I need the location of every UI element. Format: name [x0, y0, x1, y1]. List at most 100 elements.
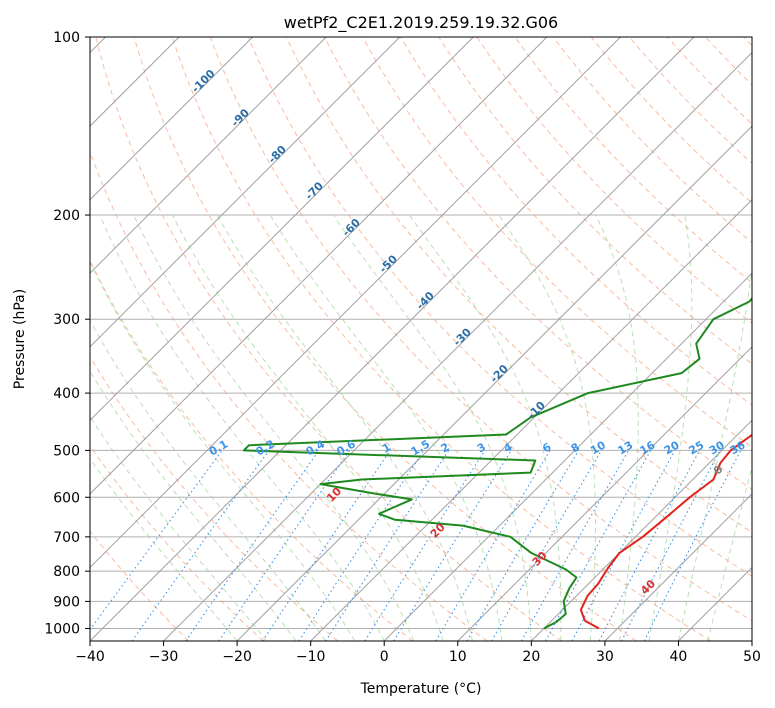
isotherm-line — [310, 198, 752, 641]
moist-adiabat — [498, 214, 596, 641]
chart-title: wetPf2_C2E1.2019.259.19.32.G06 — [284, 13, 558, 33]
mixing-ratio-line — [185, 450, 320, 641]
moist-adiabat — [216, 214, 473, 641]
isotherm-line — [236, 125, 752, 641]
isotherm-line — [383, 272, 752, 641]
mixing-ratio-line — [491, 450, 602, 641]
x-tick-label: 10 — [449, 649, 467, 665]
mixing-ratio-line — [90, 450, 223, 631]
isotherm-label: -30 — [451, 325, 474, 348]
mixing-ratio-label: 0.4 — [304, 437, 328, 458]
dry-adiabat — [285, 37, 752, 533]
dry-adiabat — [209, 37, 752, 622]
dry-adiabat — [514, 37, 752, 284]
isotherm-line — [90, 37, 327, 274]
mixing-ratio-line — [393, 450, 512, 641]
mixing-ratio-label: 16 — [638, 438, 658, 457]
grid-lines — [90, 37, 752, 641]
isotherm-line — [90, 37, 695, 641]
isotherm-line — [90, 37, 621, 569]
x-tick-label: 20 — [522, 649, 540, 665]
dry-adiabat — [324, 37, 752, 490]
y-tick-label: 500 — [53, 443, 80, 459]
x-tick-label: −10 — [296, 649, 326, 665]
mixing-ratio-label: 1 — [380, 440, 393, 455]
mixing-ratio-line — [435, 450, 551, 641]
moist-adiabat — [408, 214, 562, 641]
x-tick-label: −40 — [75, 649, 105, 665]
moist-adiabat — [90, 415, 267, 641]
isotherm-line — [604, 493, 752, 641]
moist-adiabat — [133, 214, 415, 641]
plot-frame — [89, 36, 753, 642]
temperature-line — [579, 433, 752, 630]
moist-adiabat — [677, 264, 752, 641]
moist-adiabat — [90, 370, 297, 641]
x-tick-label: 50 — [743, 649, 761, 665]
dry-adiabat — [95, 37, 562, 641]
isotherm-label: -90 — [229, 106, 252, 129]
plot-area: 0.1 0.2 0.4 0.6 1 1.5 2 3 4 6 8 10 13 16 20 25 30 36-100-… — [90, 37, 752, 641]
moist-adiabat — [707, 465, 752, 641]
axes: −40 −30 −20 −10 0 10 20 30 40 5010020030040050060… — [44, 30, 761, 665]
isotherm-line — [751, 640, 752, 641]
dry-adiabat — [90, 444, 264, 641]
y-tick-label: 200 — [53, 208, 80, 224]
isotherm-line — [457, 346, 752, 641]
y-tick-label: 400 — [53, 386, 80, 402]
moist-adiabat — [90, 457, 238, 641]
isotherm-line — [163, 51, 752, 641]
dry-adiabat — [590, 37, 752, 204]
isotherm-label: -40 — [414, 289, 437, 312]
y-tick-label: 800 — [53, 564, 80, 580]
isotherm-label: -60 — [340, 216, 363, 239]
mixing-ratio-line — [325, 450, 450, 641]
moist-adiabat — [171, 214, 444, 641]
isotherm-line — [678, 566, 752, 641]
dry-adiabat — [438, 37, 752, 365]
dry-adiabat — [743, 37, 752, 47]
y-axis-label: Pressure (hPa) — [12, 289, 28, 389]
moist-adiabat — [90, 260, 356, 641]
moist-adiabat — [595, 214, 639, 641]
dry-adiabat — [476, 37, 752, 324]
mixing-ratio-line — [466, 450, 580, 641]
mixing-ratio-label: 6 — [540, 440, 553, 455]
mixing-ratio-label: 20 — [662, 438, 682, 457]
x-tick-label: 0 — [380, 649, 389, 665]
x-axis-label: Temperature (°C) — [360, 681, 482, 697]
isotherm-label: -20 — [488, 362, 511, 385]
x-tick-label: −20 — [222, 649, 252, 665]
moist-adiabat — [269, 214, 503, 641]
mixing-ratio-label: 25 — [687, 438, 707, 457]
isotherm-label: -50 — [377, 252, 400, 275]
x-tick-label: 30 — [596, 649, 614, 665]
moist-adiabat — [99, 214, 385, 641]
moist-adiabat — [332, 214, 532, 641]
dry-adiabat — [705, 37, 752, 86]
dry-adiabat — [90, 259, 413, 641]
isotherm-line — [90, 37, 474, 422]
dewpoint-line — [242, 296, 752, 630]
y-tick-label: 100 — [53, 30, 80, 46]
x-tick-label: −30 — [149, 649, 179, 665]
mixing-ratio-label: 3 — [475, 440, 488, 455]
dry-adiabat — [400, 37, 752, 406]
mixing-ratio-line — [298, 450, 425, 641]
mixing-ratio-label: 0.1 — [207, 437, 230, 458]
y-tick-label: 900 — [53, 594, 80, 610]
mixing-ratio-line — [131, 450, 270, 641]
dry-adiabat — [90, 150, 488, 641]
mixing-ratio-line — [364, 450, 486, 641]
dry-adiabat — [628, 37, 752, 165]
y-tick-label: 700 — [53, 530, 80, 546]
mixing-ratio-line — [545, 450, 652, 641]
dry-adiabat — [667, 37, 752, 125]
mixing-ratio-label: 13 — [616, 439, 636, 458]
y-tick-label: 300 — [53, 312, 80, 328]
mixing-ratio-lines — [90, 450, 742, 641]
mixing-ratio-label: 30 — [707, 438, 727, 457]
mixing-ratio-label: 0.2 — [254, 437, 277, 458]
isotherm-line — [90, 37, 401, 348]
